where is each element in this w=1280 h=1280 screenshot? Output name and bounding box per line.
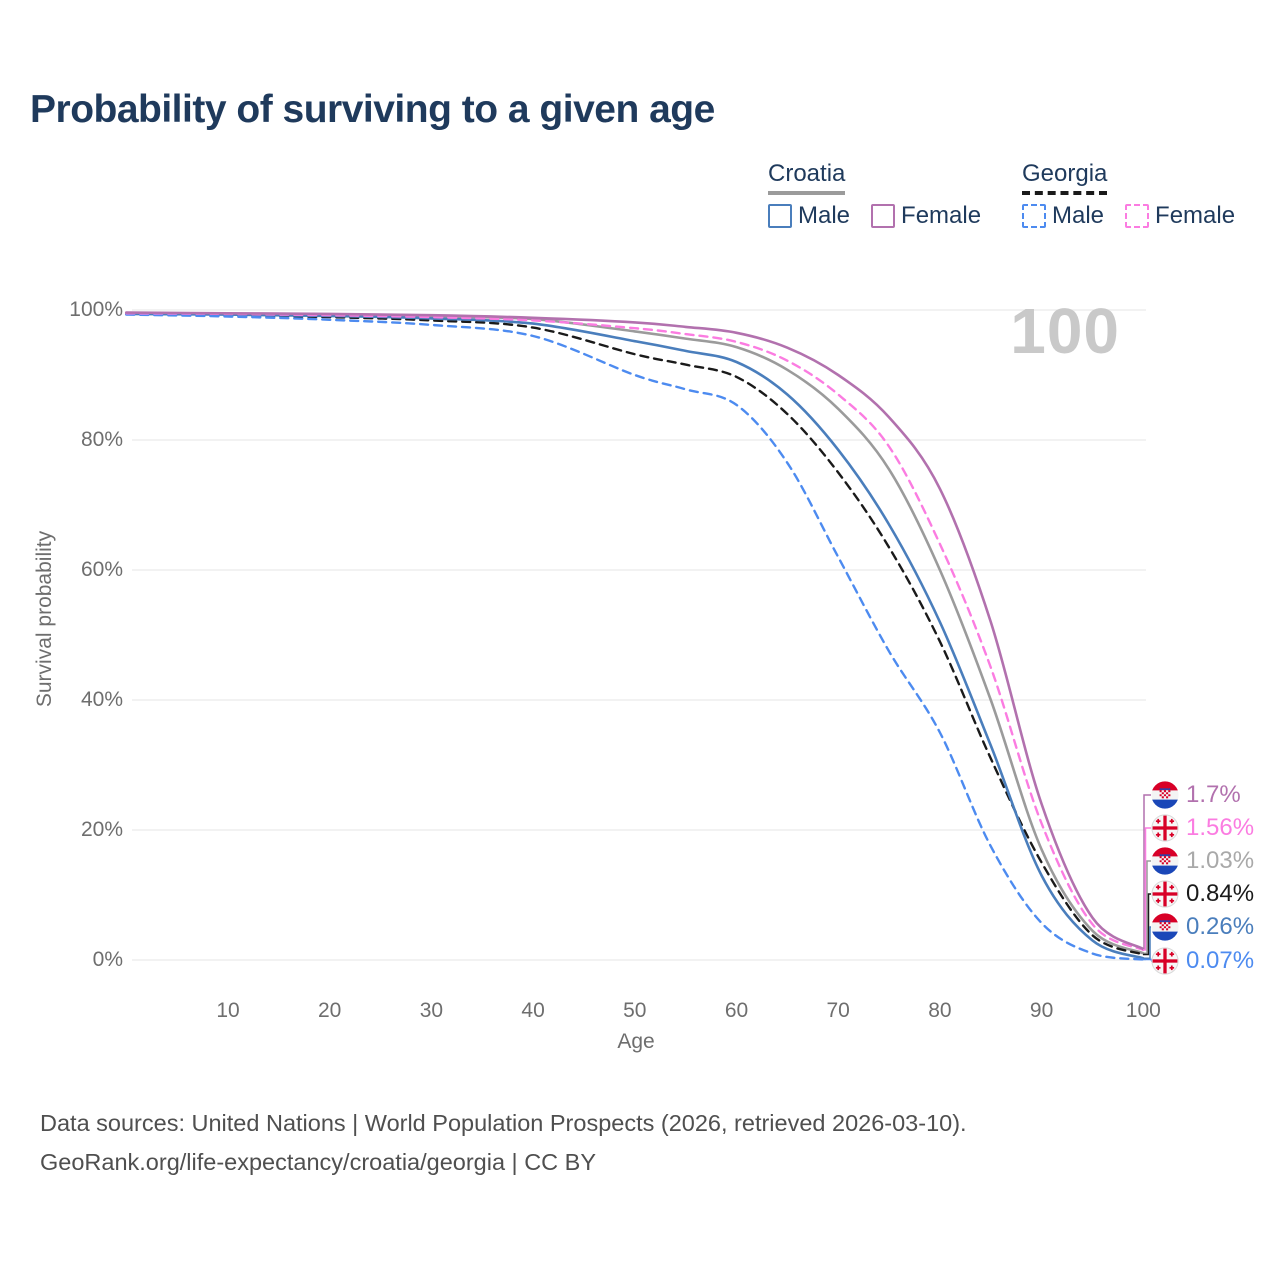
x-tick-label-80: 80	[928, 999, 952, 1022]
end-label-connector-croatia	[1143, 860, 1151, 955]
x-tick-label-90: 90	[1029, 999, 1054, 1022]
croatia-flag	[1151, 847, 1179, 875]
end-value-croatia: 1.03%	[1186, 847, 1255, 874]
legend-swatch-icon	[1125, 204, 1150, 228]
y-tick-label-60: 60%	[80, 558, 123, 581]
legend-item-croatia-female: Female	[871, 202, 981, 230]
legend-item-georgia-female: Female	[1125, 202, 1235, 230]
y-tick-label-100: 100%	[69, 298, 123, 321]
x-tick-label-20: 20	[318, 999, 342, 1022]
series-line-georgia-male	[125, 313, 1145, 961]
x-tick-label-100: 100	[1125, 999, 1161, 1022]
y-axis-title: Survival probability	[33, 530, 56, 708]
x-axis-title: Age	[617, 1030, 655, 1053]
legend-group-croatia: Croatia Male Female	[768, 160, 1002, 230]
georgia-flag-icon	[1151, 880, 1179, 908]
croatia-flag-icon	[1151, 847, 1179, 875]
series-line-georgia-female	[125, 312, 1145, 952]
legend-item-label: Male	[798, 202, 851, 229]
legend-item-label: Male	[1052, 202, 1105, 229]
footer-attribution: Data sources: United Nations | World Pop…	[40, 1104, 967, 1182]
end-label-connector-georgia-female	[1143, 827, 1151, 951]
legend-item-label: Female	[901, 202, 982, 229]
legend-swatch-icon	[1022, 204, 1046, 228]
croatia-flag	[1151, 781, 1179, 809]
end-value-georgia-female: 1.56%	[1186, 814, 1255, 841]
legend-item-label: Female	[1155, 202, 1236, 229]
georgia-flag-icon	[1151, 947, 1179, 975]
georgia-flag	[1151, 880, 1179, 908]
legend-swatch-icon	[768, 204, 792, 228]
x-tick-label-40: 40	[521, 999, 545, 1022]
end-label-connector-croatia-male	[1143, 926, 1151, 960]
legend-group-georgia: Georgia Male Female	[1022, 160, 1256, 230]
georgia-flag-icon	[1151, 814, 1179, 842]
age-counter-watermark: 100	[1010, 295, 1120, 367]
y-tick-label-0: 0%	[92, 948, 123, 971]
x-tick-label-60: 60	[724, 999, 749, 1022]
croatia-flag-icon	[1151, 781, 1179, 809]
page-title: Probability of surviving to a given age	[30, 88, 715, 131]
y-tick-label-80: 80%	[80, 428, 123, 451]
georgia-flag	[1151, 947, 1179, 975]
series-line-croatia-female	[125, 311, 1145, 951]
series-line-croatia-male	[125, 312, 1145, 960]
end-label-connector-georgia	[1143, 893, 1151, 956]
end-value-georgia-male: 0.07%	[1186, 947, 1255, 974]
croatia-flag	[1151, 913, 1179, 941]
legend-swatch-icon	[871, 204, 896, 228]
x-tick-label-70: 70	[826, 999, 850, 1022]
series-line-georgia	[125, 312, 1145, 956]
x-tick-label-30: 30	[419, 999, 444, 1022]
x-tick-label-10: 10	[216, 999, 240, 1022]
georgia-flag	[1151, 814, 1179, 842]
end-value-croatia-male: 0.26%	[1186, 913, 1255, 940]
series-line-croatia	[125, 312, 1145, 955]
end-label-connector-croatia-female	[1143, 794, 1151, 950]
x-tick-label-50: 50	[623, 999, 647, 1022]
source-url-line: GeoRank.org/life-expectancy/croatia/geor…	[40, 1149, 597, 1175]
y-tick-label-40: 40%	[80, 688, 123, 711]
end-value-georgia: 0.84%	[1186, 880, 1255, 907]
legend-item-croatia-male: Male	[768, 202, 850, 230]
legend-heading-croatia: Croatia	[768, 160, 846, 195]
end-value-croatia-female: 1.7%	[1186, 781, 1241, 808]
data-sources-line: Data sources: United Nations | World Pop…	[40, 1110, 967, 1136]
croatia-flag-icon	[1151, 913, 1179, 941]
legend-item-georgia-male: Male	[1022, 202, 1104, 230]
legend-heading-georgia: Georgia	[1022, 160, 1108, 195]
y-tick-label-20: 20%	[80, 818, 123, 841]
